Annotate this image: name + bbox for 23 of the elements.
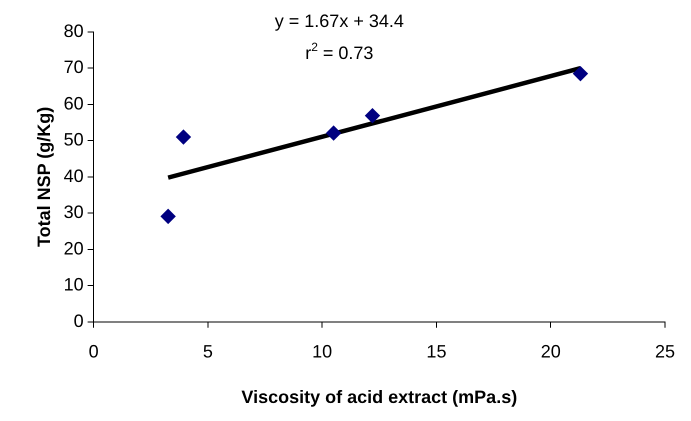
y-tick-label: 20 [64, 238, 84, 258]
x-tick-label: 5 [202, 342, 213, 362]
y-axis-title: Total NSP (g/Kg) [34, 106, 54, 248]
x-axis-title: Viscosity of acid extract (mPa.s) [241, 387, 518, 408]
point [572, 66, 588, 82]
y-tick-label: 10 [64, 274, 84, 295]
text: y = 1.67x + 34.4 [274, 11, 404, 31]
y-tick-label: 60 [64, 93, 84, 114]
y-tick-label: 40 [64, 166, 84, 186]
x-tick-label: 20 [540, 342, 561, 362]
y-tick-label: 70 [64, 57, 84, 78]
y-tick-label: 50 [64, 130, 84, 150]
point [326, 126, 342, 141]
x-tick-label: 10 [312, 342, 332, 362]
y-tick-label: 30 [64, 202, 84, 222]
point [176, 130, 191, 145]
x-tick-label: 15 [426, 342, 446, 362]
y-tick-label: 0 [74, 310, 84, 331]
point [364, 108, 380, 124]
x-tick-label: 0 [88, 342, 99, 362]
y-tick-label: 80 [64, 20, 84, 41]
x-tick-label: 25 [654, 342, 676, 362]
point [160, 208, 176, 224]
